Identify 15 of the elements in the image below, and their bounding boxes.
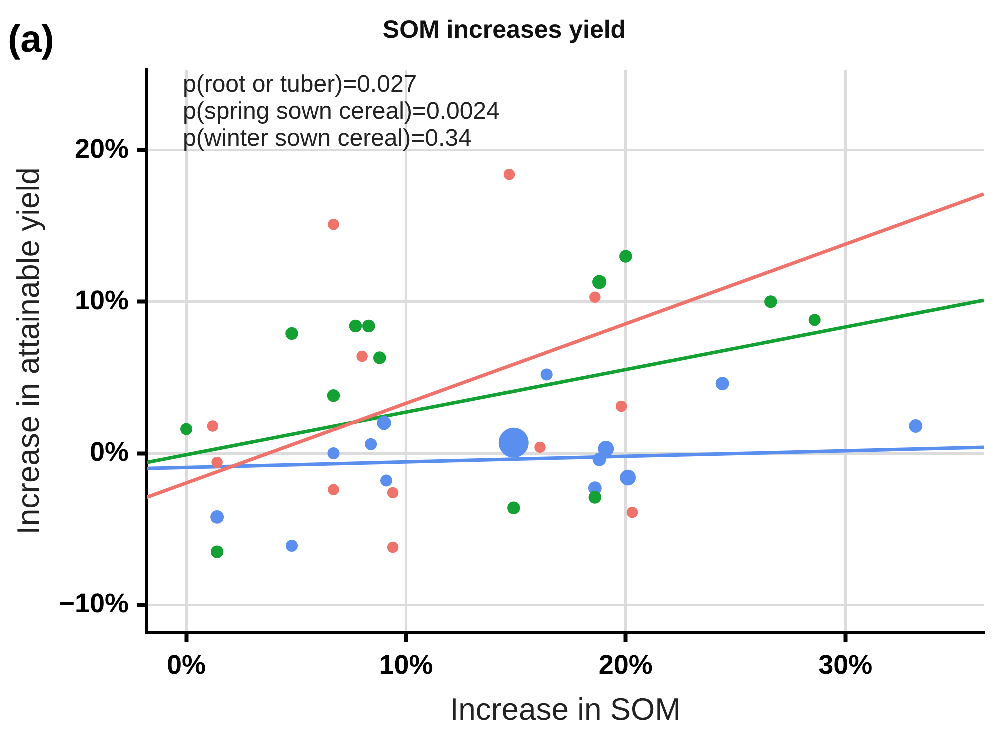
x-axis-title: Increase in SOM: [450, 692, 681, 727]
y-tick-label: 10%: [74, 285, 130, 316]
y-axis-title: Increase in attainable yield: [11, 168, 46, 535]
chart-title: SOM increases yield: [382, 16, 626, 44]
x-tick-label: 0%: [167, 650, 206, 680]
annotation: p(root or tuber)=0.027: [183, 71, 418, 98]
y-tick-label: 20%: [74, 134, 130, 164]
y-tick-label: 0%: [90, 436, 130, 467]
x-tick-label: 30%: [818, 650, 873, 680]
x-tick-label: 20%: [598, 650, 653, 680]
y-tick-label: −10%: [59, 588, 130, 619]
annotation: p(winter sown cereal)=0.34: [183, 125, 472, 152]
annotation: p(spring sown cereal)=0.0024: [183, 98, 500, 125]
text: (a): [8, 19, 54, 61]
x-tick-label: 10%: [379, 650, 434, 680]
